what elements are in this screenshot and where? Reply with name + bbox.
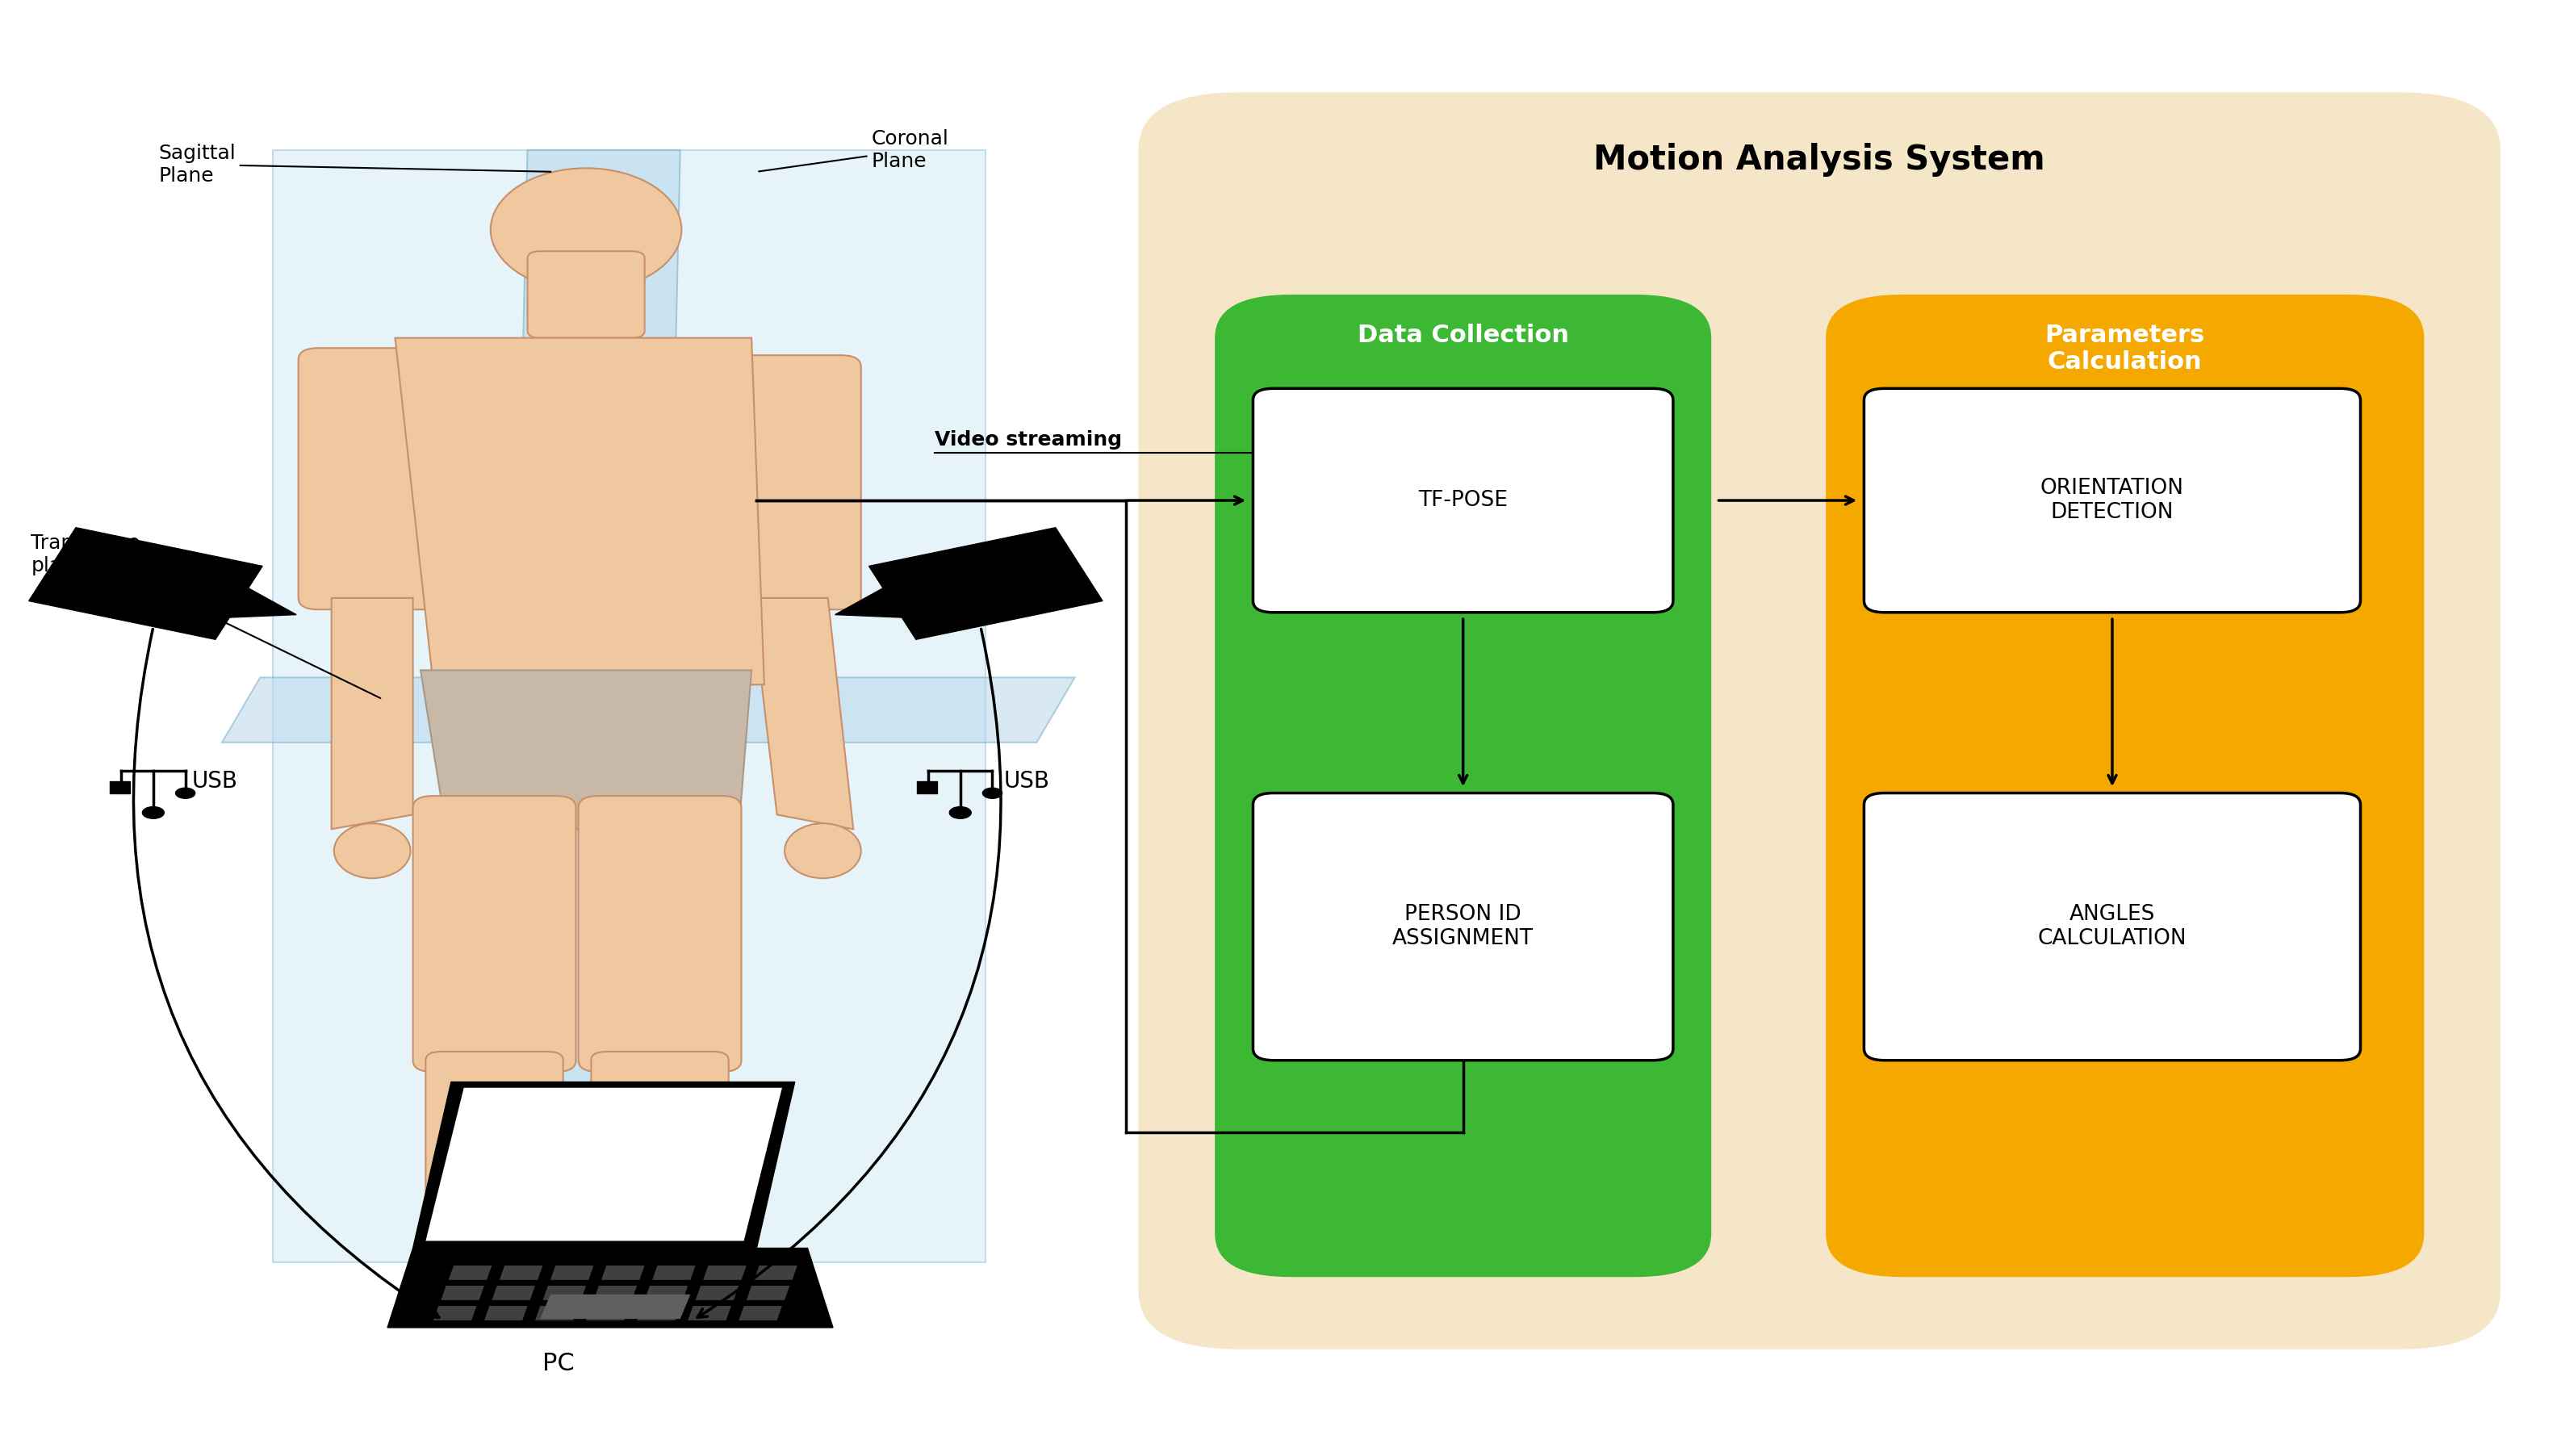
Ellipse shape — [785, 823, 862, 878]
FancyBboxPatch shape — [578, 796, 742, 1072]
FancyBboxPatch shape — [918, 782, 938, 794]
Polygon shape — [644, 1286, 688, 1300]
FancyBboxPatch shape — [1138, 92, 2501, 1350]
Polygon shape — [491, 1286, 534, 1300]
Polygon shape — [586, 1306, 629, 1321]
Polygon shape — [637, 1306, 680, 1321]
Polygon shape — [412, 1082, 795, 1248]
FancyBboxPatch shape — [1864, 794, 2360, 1060]
Circle shape — [949, 807, 972, 820]
Polygon shape — [869, 527, 1102, 639]
Polygon shape — [483, 1306, 527, 1321]
Text: Video streaming: Video streaming — [936, 431, 1123, 450]
FancyBboxPatch shape — [1253, 389, 1672, 613]
FancyBboxPatch shape — [591, 1051, 729, 1271]
Text: TF-POSE: TF-POSE — [1419, 491, 1509, 511]
Polygon shape — [696, 1286, 739, 1300]
Polygon shape — [542, 1286, 586, 1300]
Text: Motion Analysis System: Motion Analysis System — [1593, 143, 2046, 176]
FancyBboxPatch shape — [1253, 794, 1672, 1060]
Text: Sagittal
Plane: Sagittal Plane — [159, 144, 550, 185]
FancyBboxPatch shape — [110, 782, 130, 794]
Polygon shape — [652, 1265, 696, 1280]
FancyBboxPatch shape — [424, 1051, 563, 1271]
FancyBboxPatch shape — [1215, 294, 1711, 1277]
Polygon shape — [836, 588, 903, 617]
Text: ANGLES
CALCULATION: ANGLES CALCULATION — [2038, 904, 2186, 949]
Polygon shape — [534, 1306, 578, 1321]
Polygon shape — [499, 1265, 542, 1280]
Text: Data Collection: Data Collection — [1358, 323, 1570, 347]
Polygon shape — [222, 677, 1074, 743]
Polygon shape — [754, 1265, 798, 1280]
Polygon shape — [447, 1265, 491, 1280]
Polygon shape — [332, 598, 412, 828]
Ellipse shape — [335, 823, 409, 878]
Polygon shape — [739, 1306, 782, 1321]
Text: Coronal
Plane: Coronal Plane — [759, 130, 949, 172]
Polygon shape — [440, 1286, 483, 1300]
Polygon shape — [230, 588, 297, 617]
Polygon shape — [389, 1248, 834, 1328]
Text: PERSON ID
ASSIGNMENT: PERSON ID ASSIGNMENT — [1394, 904, 1534, 949]
Text: USB: USB — [1002, 770, 1048, 792]
Polygon shape — [752, 598, 854, 828]
FancyBboxPatch shape — [527, 252, 644, 338]
Text: ORIENTATION
DETECTION: ORIENTATION DETECTION — [2040, 478, 2184, 523]
Text: Transverse
plane: Transverse plane — [31, 534, 381, 697]
Ellipse shape — [491, 167, 683, 291]
Circle shape — [141, 807, 164, 820]
Polygon shape — [747, 1286, 790, 1300]
Polygon shape — [703, 1265, 747, 1280]
Polygon shape — [28, 527, 263, 639]
Circle shape — [982, 788, 1002, 799]
Polygon shape — [396, 338, 765, 684]
Circle shape — [174, 788, 197, 799]
Polygon shape — [601, 1265, 644, 1280]
Polygon shape — [274, 150, 987, 1262]
FancyBboxPatch shape — [724, 355, 862, 610]
Text: USB: USB — [192, 770, 238, 792]
Polygon shape — [550, 1265, 593, 1280]
FancyBboxPatch shape — [1826, 294, 2424, 1277]
FancyBboxPatch shape — [412, 796, 575, 1072]
Polygon shape — [432, 1306, 476, 1321]
Text: Parameters
Calculation: Parameters Calculation — [2046, 323, 2204, 374]
FancyBboxPatch shape — [1864, 389, 2360, 613]
Polygon shape — [540, 1294, 690, 1319]
Polygon shape — [688, 1306, 731, 1321]
Polygon shape — [593, 1286, 637, 1300]
FancyBboxPatch shape — [299, 348, 440, 610]
Polygon shape — [424, 1088, 782, 1241]
Polygon shape — [419, 670, 752, 828]
Polygon shape — [501, 150, 680, 1262]
Text: PC: PC — [542, 1353, 575, 1376]
